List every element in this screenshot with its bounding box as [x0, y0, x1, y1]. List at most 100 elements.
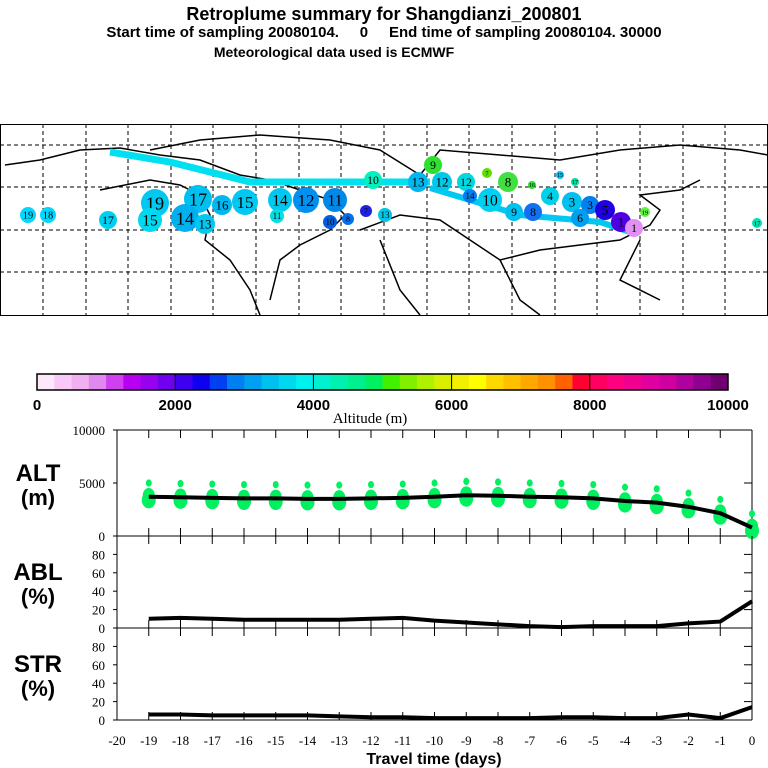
- x-tick-label: -11: [394, 733, 411, 748]
- plume-day-label: 16: [529, 183, 535, 189]
- colorbar-swatch: [417, 374, 435, 390]
- plume-marker: [752, 218, 762, 228]
- x-tick-label: -3: [651, 733, 662, 748]
- colorbar-swatch: [175, 374, 193, 390]
- plume-marker: [342, 213, 354, 225]
- colorbar-swatch: [347, 374, 366, 390]
- colorbar-tick-label: 0: [33, 397, 41, 414]
- coastline: [359, 179, 701, 261]
- y-tick-label: 40: [92, 676, 105, 691]
- plume-day-label: 10: [482, 192, 498, 209]
- x-tick-label: -5: [588, 733, 599, 748]
- plume-marker: [505, 203, 523, 221]
- plume-day-label: 19: [23, 211, 33, 222]
- colorbar-swatch: [399, 374, 418, 390]
- plume-day-label: 14: [465, 191, 475, 201]
- colorbar-swatch: [88, 374, 107, 390]
- altitude-scatter-point: [463, 477, 470, 486]
- plume-marker: [293, 187, 319, 213]
- colorbar-swatch: [140, 374, 159, 390]
- plume-day-label: 10: [367, 174, 379, 187]
- plume-day-label: 13: [380, 210, 390, 220]
- plume-day-label: 1: [618, 215, 625, 230]
- plume-day-label: 10: [325, 217, 335, 227]
- altitude-scatter-point: [209, 480, 216, 488]
- plume-day-label: 17: [754, 220, 761, 227]
- plume-day-label: 4: [547, 190, 553, 203]
- y-tick-label: 60: [92, 566, 105, 581]
- colorbar-swatch: [296, 374, 314, 390]
- plume-marker: [232, 189, 258, 215]
- colorbar-swatch: [54, 374, 73, 390]
- y-tick-label: 5000: [79, 476, 105, 491]
- colorbar-swatch: [209, 374, 228, 390]
- x-tick-label: -2: [683, 733, 694, 748]
- colorbar-swatch: [330, 374, 349, 390]
- colorbar-swatch: [365, 374, 383, 390]
- plume-day-label: 18: [43, 211, 53, 222]
- coastline: [99, 179, 261, 316]
- colorbar-swatch: [434, 374, 453, 390]
- plume-marker: [524, 203, 542, 221]
- colorbar-swatch: [555, 374, 574, 390]
- plume-marker: [360, 205, 372, 217]
- plume-marker: [482, 168, 492, 178]
- coastline: [618, 239, 661, 301]
- plume-day-label: 5: [602, 203, 609, 218]
- colorbar-swatch: [486, 374, 504, 390]
- plume-day-label: 14: [176, 208, 194, 228]
- colorbar-swatch: [468, 374, 487, 390]
- colorbar-swatch: [572, 374, 591, 390]
- panel-unit: (m): [21, 485, 55, 510]
- x-tick-label: 0: [749, 733, 756, 748]
- colorbar-swatch: [624, 374, 643, 390]
- altitude-scatter-point: [590, 480, 597, 489]
- plume-marker: [138, 208, 162, 232]
- colorbar-swatch: [641, 374, 660, 390]
- plume-marker: [432, 172, 452, 192]
- series-line-str: [148, 705, 753, 721]
- x-tick-label: -16: [235, 733, 253, 748]
- plume-day-label: 15: [237, 193, 254, 212]
- plume-marker: [541, 187, 559, 205]
- colorbar-swatch: [537, 374, 556, 390]
- x-tick-label: -19: [140, 733, 157, 748]
- plume-marker: [571, 178, 579, 186]
- plume-day-label: 15: [142, 212, 158, 229]
- y-tick-label: 0: [99, 621, 106, 636]
- x-tick-label: -17: [204, 733, 222, 748]
- x-tick-label: -13: [331, 733, 348, 748]
- x-tick-label: -20: [108, 733, 125, 748]
- colorbar-swatch: [278, 374, 297, 390]
- plume-marker: [408, 172, 428, 192]
- plume-marker: [478, 188, 502, 212]
- colorbar-swatch: [451, 374, 470, 390]
- colorbar-swatch: [37, 374, 55, 390]
- x-tick-label: -10: [426, 733, 443, 748]
- plume-day-label: 6: [577, 212, 583, 225]
- colorbar-swatch: [244, 374, 263, 390]
- colorbar-swatch: [157, 374, 176, 390]
- plume-marker: [323, 215, 337, 229]
- plume-day-label: 17: [102, 214, 114, 227]
- plume-marker: [270, 209, 284, 223]
- colorbar-tick-label: 2000: [159, 397, 192, 414]
- coastline: [379, 239, 421, 316]
- plume-day-label: 1: [631, 222, 637, 235]
- plume-marker: [364, 171, 382, 189]
- trajectory-band: [109, 148, 430, 186]
- plume-day-label: 12: [460, 176, 472, 189]
- plume-day-label: 17: [572, 180, 578, 186]
- colorbar-swatch: [123, 374, 142, 390]
- altitude-scatter-point: [399, 480, 406, 488]
- y-tick-label: 0: [99, 713, 106, 728]
- colorbar-swatch: [261, 374, 280, 390]
- plume-day-label: 16: [216, 198, 230, 213]
- plume-marker: [562, 192, 582, 212]
- plume-marker: [99, 211, 117, 229]
- plume-marker: [195, 214, 215, 234]
- plume-day-label: 3: [569, 195, 576, 210]
- plume-marker: [424, 156, 442, 174]
- altitude-scatter-point: [749, 510, 755, 518]
